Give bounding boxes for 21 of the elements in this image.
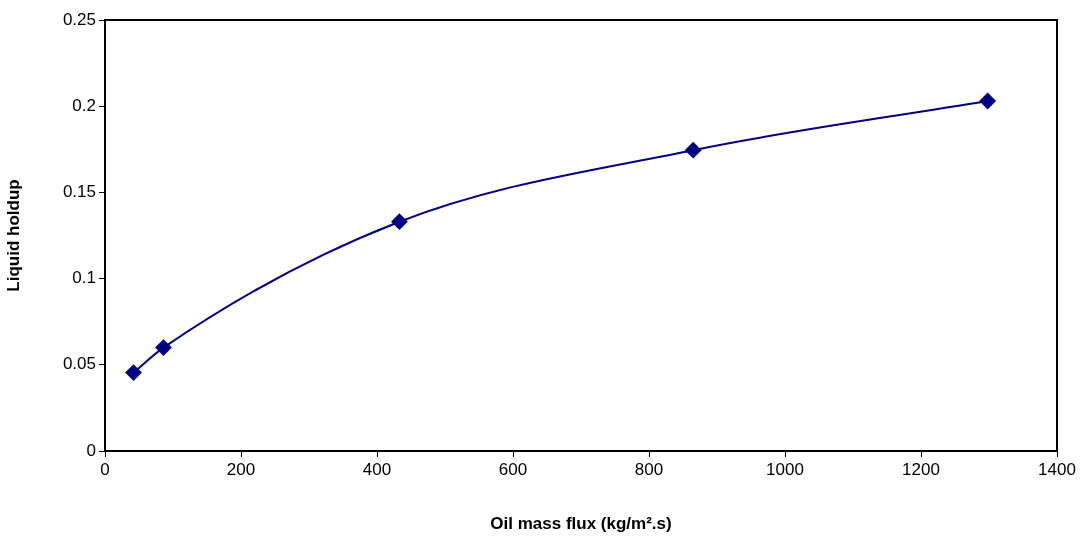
x-tick-label: 1000	[766, 459, 804, 479]
point	[155, 339, 172, 356]
y-tick-label: 0.15	[62, 182, 96, 202]
point	[125, 364, 142, 381]
x-tick-label: 0	[100, 459, 110, 479]
y-tick-label: 0.25	[62, 9, 96, 29]
y-axis-title: Liquid holdup	[3, 179, 23, 292]
x-tick-label: 1400	[1038, 459, 1076, 479]
y-tick-label: 0	[86, 440, 96, 460]
point	[685, 142, 702, 159]
x-axis-title: Oil mass flux (kg/m².s)	[490, 514, 672, 534]
x-tick-label: 200	[226, 459, 256, 479]
x-tick-label: 800	[634, 459, 664, 479]
y-tick-label: 0.1	[72, 268, 96, 288]
x-tick-label: 600	[498, 459, 528, 479]
x-tick-label: 400	[362, 459, 392, 479]
point	[391, 213, 408, 230]
y-tick-label: 0.2	[72, 95, 96, 115]
y-tick-label: 0.05	[62, 354, 96, 374]
x-tick-label: 1200	[902, 459, 940, 479]
point	[979, 93, 996, 110]
